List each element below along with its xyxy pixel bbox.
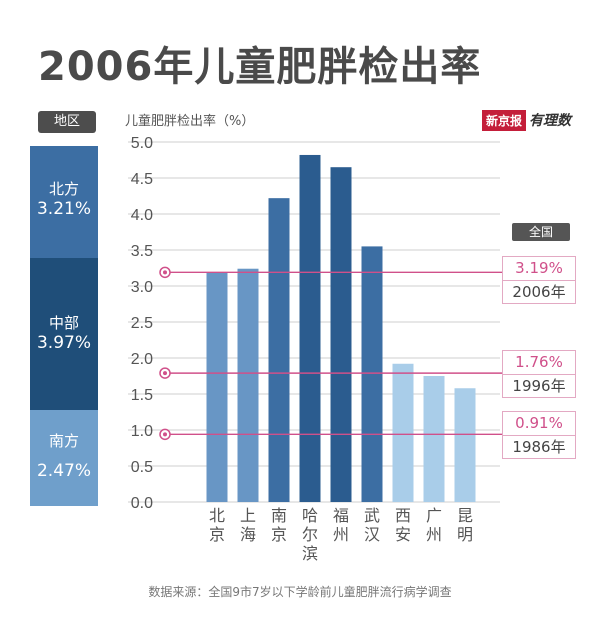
x-tick-label: 京 xyxy=(271,525,287,544)
national-1996-year: 1996年 xyxy=(502,374,576,398)
publisher-logo: 新京报 有理数 xyxy=(482,110,571,132)
y-axis-label: 儿童肥胖检出率（%） xyxy=(125,114,255,129)
y-tick-label: 1.5 xyxy=(131,387,153,404)
region-central-block: 中部 3.97% xyxy=(30,258,98,410)
bar xyxy=(206,272,228,502)
region-south-block: 南方 2.47% xyxy=(30,410,98,506)
region-north-block: 北方 3.21% xyxy=(30,146,98,258)
x-tick-label: 南 xyxy=(271,506,287,525)
reference-marker-dot xyxy=(163,432,167,437)
x-tick-label: 西 xyxy=(395,506,411,525)
x-tick-label: 上 xyxy=(240,506,256,525)
x-tick-label: 滨 xyxy=(302,544,318,563)
bar xyxy=(330,167,352,502)
y-tick-label: 2.5 xyxy=(131,315,153,332)
bar xyxy=(454,388,476,502)
y-tick-label: 4.0 xyxy=(131,207,153,224)
national-2006-box: 3.19% 2006年 xyxy=(502,256,576,304)
region-north-value: 3.21% xyxy=(36,199,91,219)
bar xyxy=(237,268,259,502)
y-tick-label: 1.0 xyxy=(131,423,153,440)
region-central-name: 中部 xyxy=(48,314,79,332)
national-1986-year: 1986年 xyxy=(502,435,576,459)
x-tick-label: 安 xyxy=(395,525,411,544)
national-1986-box: 0.91% 1986年 xyxy=(502,411,576,459)
x-tick-label: 汉 xyxy=(364,525,380,544)
logo-text-primary: 新京报 xyxy=(482,110,527,131)
y-tick-label: 3.5 xyxy=(131,243,153,260)
page-title: 2006年儿童肥胖检出率 xyxy=(38,44,482,90)
y-tick-label: 4.5 xyxy=(131,171,153,188)
logo-text-secondary: 有理数 xyxy=(529,113,572,129)
reference-marker-dot xyxy=(163,371,167,376)
national-2006-value: 3.19% xyxy=(502,256,576,280)
bar xyxy=(299,154,321,502)
national-1996-box: 1.76% 1996年 xyxy=(502,350,576,398)
x-tick-label: 昆 xyxy=(457,506,473,525)
y-tick-label: 0.0 xyxy=(131,495,153,512)
x-tick-label: 州 xyxy=(333,525,349,544)
x-tick-label: 广 xyxy=(426,506,442,525)
y-tick-label: 5.0 xyxy=(131,135,153,152)
y-tick-label: 2.0 xyxy=(131,351,153,368)
x-tick-label: 尔 xyxy=(302,525,318,544)
x-tick-label: 海 xyxy=(240,525,256,544)
region-south-name: 南方 xyxy=(48,432,79,450)
y-tick-label: 3.0 xyxy=(131,279,153,296)
national-1986-value: 0.91% xyxy=(502,411,576,435)
region-north-name: 北方 xyxy=(48,180,79,198)
x-tick-label: 北 xyxy=(209,506,225,525)
x-tick-label: 武 xyxy=(364,506,380,525)
x-tick-label: 明 xyxy=(457,525,473,544)
region-south-value: 2.47% xyxy=(36,461,91,481)
x-tick-label: 州 xyxy=(426,525,442,544)
x-tick-label: 哈 xyxy=(302,506,318,525)
region-header-badge: 地区 xyxy=(38,111,96,133)
national-2006-year: 2006年 xyxy=(502,280,576,304)
reference-marker-dot xyxy=(163,270,167,275)
x-tick-label: 福 xyxy=(333,506,349,525)
region-central-value: 3.97% xyxy=(36,333,91,353)
data-source-note: 数据来源：全国9市7岁以下学龄前儿童肥胖流行病学调查 xyxy=(148,585,452,599)
y-tick-label: 0.5 xyxy=(131,459,153,476)
national-badge: 全国 xyxy=(512,223,570,241)
bar xyxy=(268,198,290,502)
bar xyxy=(361,246,383,502)
bar xyxy=(392,363,414,502)
x-tick-label: 京 xyxy=(209,525,225,544)
bar xyxy=(423,376,445,502)
national-1996-value: 1.76% xyxy=(502,350,576,374)
